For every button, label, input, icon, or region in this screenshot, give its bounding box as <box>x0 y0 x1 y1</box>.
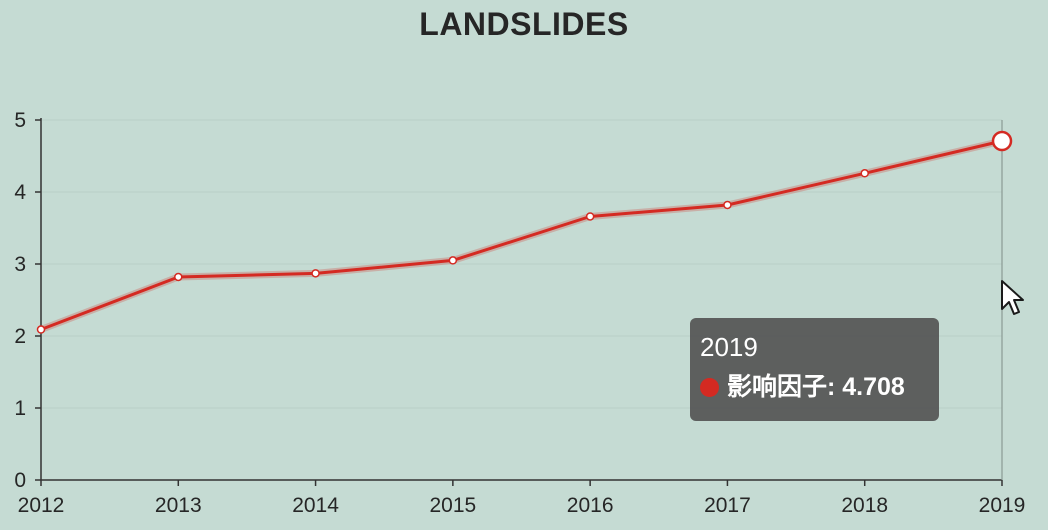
data-point-2015 <box>448 256 458 265</box>
data-point-2017 <box>723 200 732 210</box>
tooltip-row: 影响因子: 4.708 <box>700 372 929 402</box>
data-point-2013 <box>174 272 183 282</box>
x-tick-label-2017: 2017 <box>704 494 751 517</box>
y-tick-label-0: 0 <box>14 469 26 492</box>
x-tick-label-2015: 2015 <box>429 494 476 517</box>
y-tick-label-2: 2 <box>14 325 26 348</box>
x-tick-label-2013: 2013 <box>155 494 202 517</box>
data-point-2012 <box>36 325 46 334</box>
x-tick-label-2019: 2019 <box>979 494 1026 517</box>
series-line-glow-0 <box>37 137 1006 333</box>
chart-tooltip: 2019 影响因子: 4.708 <box>690 318 939 421</box>
y-tick-label-3: 3 <box>14 253 26 276</box>
data-point-2019 <box>991 130 1013 152</box>
data-point-2016 <box>585 212 595 221</box>
mouse-pointer-icon <box>1001 280 1024 315</box>
data-point-2014 <box>311 269 320 278</box>
tooltip-series-value: 影响因子: 4.708 <box>727 373 905 401</box>
x-tick-label-2014: 2014 <box>292 494 339 517</box>
x-tick-label-2012: 2012 <box>18 494 65 517</box>
x-tick-label-2016: 2016 <box>567 494 614 517</box>
y-tick-label-5: 5 <box>14 109 26 132</box>
tooltip-series-marker <box>700 377 719 397</box>
data-point-2018 <box>860 169 869 178</box>
chart-title: LANDSLIDES <box>419 6 629 42</box>
y-tick-label-1: 1 <box>14 397 26 420</box>
series-line-0 <box>39 139 1004 331</box>
x-tick-label-2018: 2018 <box>841 494 888 517</box>
tooltip-title: 2019 <box>700 332 758 362</box>
y-tick-label-4: 4 <box>14 181 26 204</box>
